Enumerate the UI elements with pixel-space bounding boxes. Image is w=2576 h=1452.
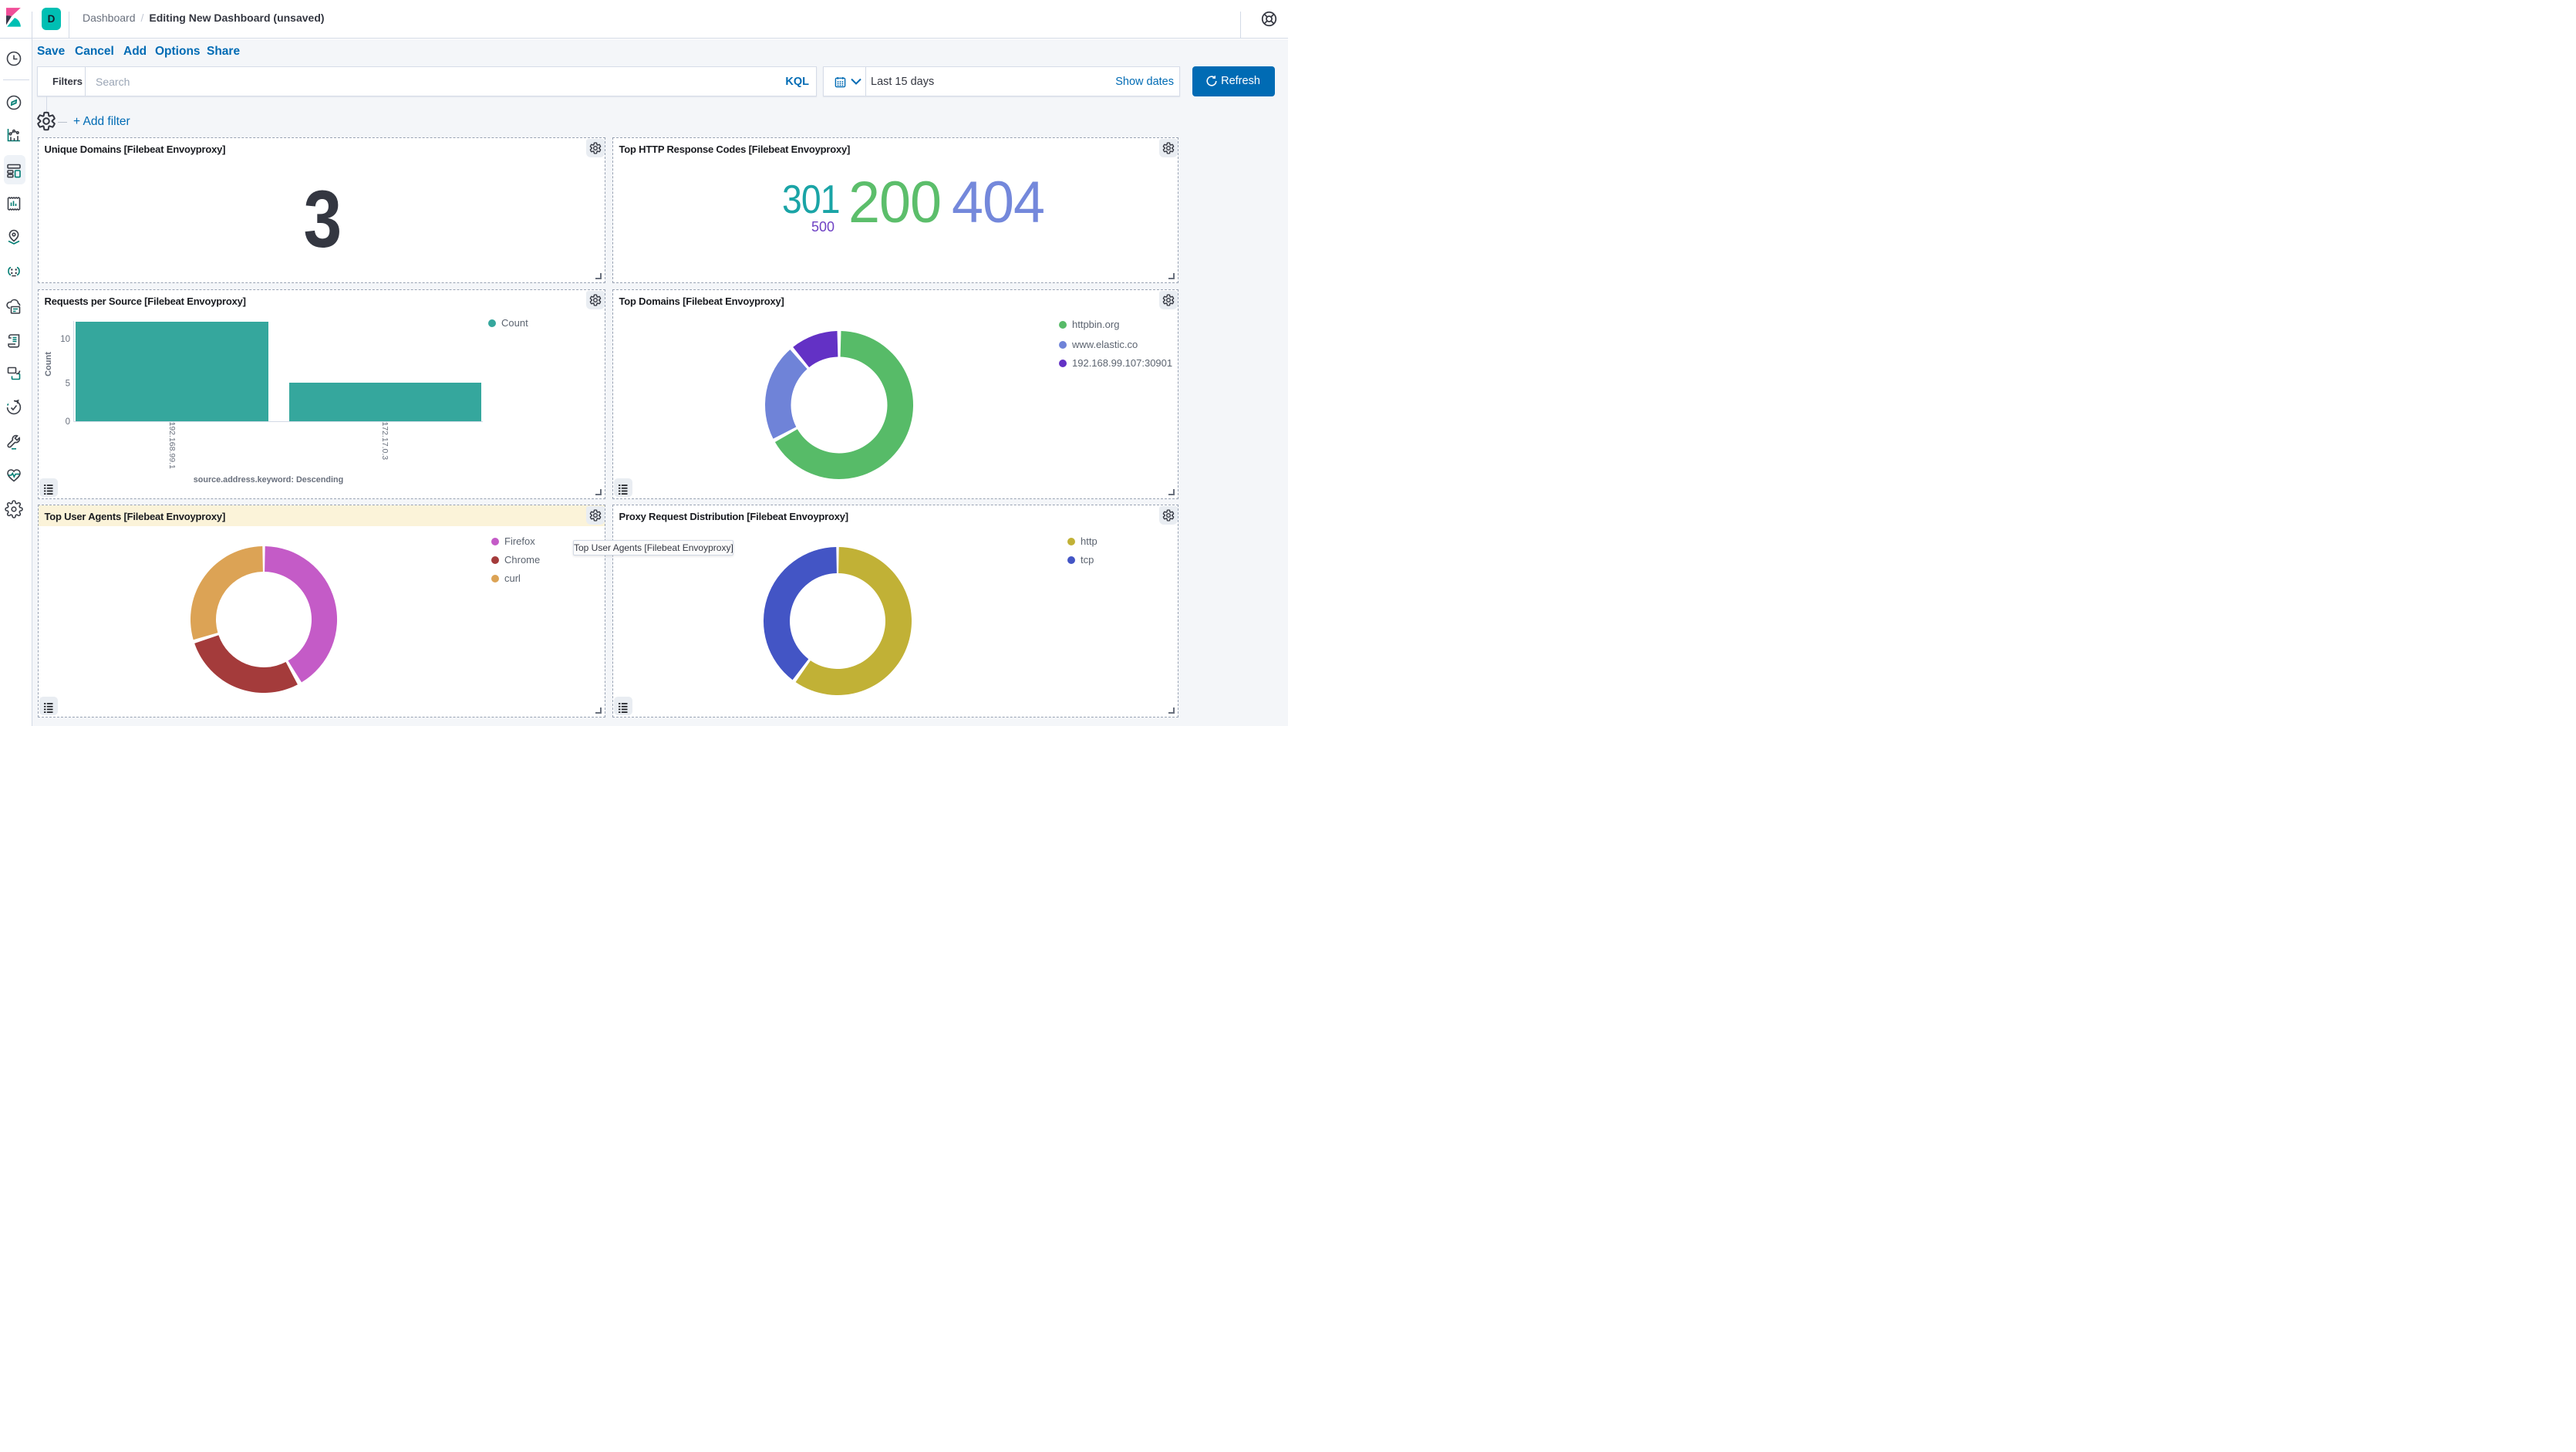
svg-text:0: 0 bbox=[66, 417, 70, 427]
svg-text:10: 10 bbox=[60, 335, 70, 344]
svg-text:192.168.99.1: 192.168.99.1 bbox=[167, 422, 177, 469]
svg-text:172.17.0.3: 172.17.0.3 bbox=[380, 422, 389, 461]
svg-text:Count: Count bbox=[44, 352, 53, 377]
svg-text:source.address.keyword: Descen: source.address.keyword: Descending bbox=[194, 475, 343, 485]
svg-text:5: 5 bbox=[66, 380, 70, 389]
